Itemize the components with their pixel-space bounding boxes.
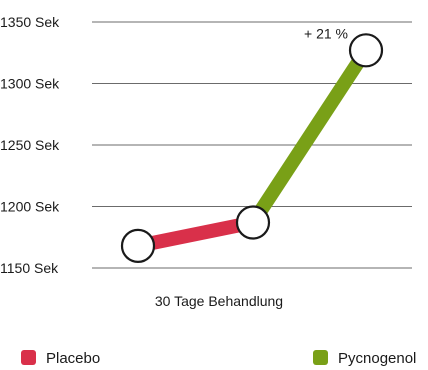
- data-point-marker: [348, 33, 384, 68]
- legend-swatch-placebo: [21, 350, 36, 365]
- legend: Placebo Pycnogenol: [21, 350, 416, 367]
- legend-swatch-pycnogenol: [313, 350, 328, 365]
- legend-label-pycnogenol: Pycnogenol: [338, 350, 416, 367]
- legend-item-placebo: Placebo: [21, 350, 100, 367]
- series-line-pycnogenol: [247, 46, 372, 227]
- legend-item-pycnogenol: Pycnogenol: [313, 350, 416, 367]
- y-tick-labels: 1350 Sek 1300 Sek 1250 Sek 1200 Sek 1150 Sek: [0, 14, 60, 276]
- y-tick-label: 1200 Sek: [0, 199, 60, 215]
- legend-label-placebo: Placebo: [46, 350, 100, 367]
- y-tick-label: 1350 Sek: [0, 14, 60, 30]
- y-tick-label: 1300 Sek: [0, 76, 60, 92]
- y-tick-label: 1150 Sek: [0, 260, 59, 276]
- data-point-marker: [235, 205, 271, 240]
- data-points: [120, 33, 384, 263]
- gridlines: [92, 21, 412, 269]
- data-point-marker: [120, 228, 156, 263]
- y-tick-label: 1250 Sek: [0, 137, 60, 153]
- percent-change-annotation: + 21 %: [304, 25, 348, 41]
- series-lines: [136, 46, 372, 253]
- series-line-placebo: [136, 215, 255, 253]
- x-axis-caption: 30 Tage Behandlung: [155, 293, 283, 309]
